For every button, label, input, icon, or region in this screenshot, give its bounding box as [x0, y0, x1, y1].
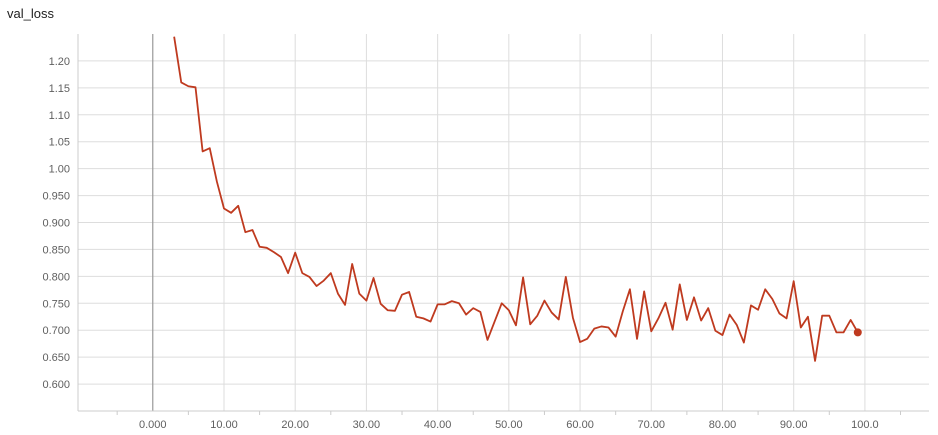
x-tick-label: 30.00 [353, 419, 381, 431]
y-tick-label: 0.850 [42, 244, 70, 256]
y-tick-label: 0.600 [42, 379, 70, 391]
y-tick-label: 0.900 [42, 218, 70, 230]
x-tick-label: 10.00 [210, 419, 238, 431]
y-tick-label: 0.800 [42, 271, 70, 283]
x-tick-label: 60.00 [566, 419, 594, 431]
series-layer [173, 36, 862, 362]
y-tick-label: 1.20 [49, 56, 70, 68]
x-tick-label: 90.00 [780, 419, 808, 431]
x-tick-label: 40.00 [424, 419, 452, 431]
chart-title: val_loss [7, 6, 54, 21]
x-tick-label: 80.00 [709, 419, 737, 431]
x-tick-label: 50.00 [495, 419, 523, 431]
y-tick-label: 1.15 [49, 83, 70, 95]
y-tick-label: 1.05 [49, 137, 70, 149]
x-tick-label: 20.00 [281, 419, 309, 431]
x-tick-label: 100.0 [851, 419, 879, 431]
x-tick-label: 0.000 [139, 419, 167, 431]
series-line [173, 36, 859, 362]
x-tick-label: 70.00 [638, 419, 666, 431]
y-tick-label: 1.10 [49, 110, 70, 122]
y-tick-label: 0.650 [42, 352, 70, 364]
tick-labels: 0.600 0.650 0.700 0.750 0.800 0.850 0.900 0.950… [42, 56, 878, 431]
y-tick-label: 1.00 [49, 164, 70, 176]
last-point-marker[interactable] [853, 328, 862, 337]
y-tick-label: 0.750 [42, 298, 70, 310]
y-tick-label: 0.700 [42, 325, 70, 337]
grid-lines [78, 34, 929, 411]
y-tick-label: 0.950 [42, 191, 70, 203]
axes [77, 34, 929, 415]
